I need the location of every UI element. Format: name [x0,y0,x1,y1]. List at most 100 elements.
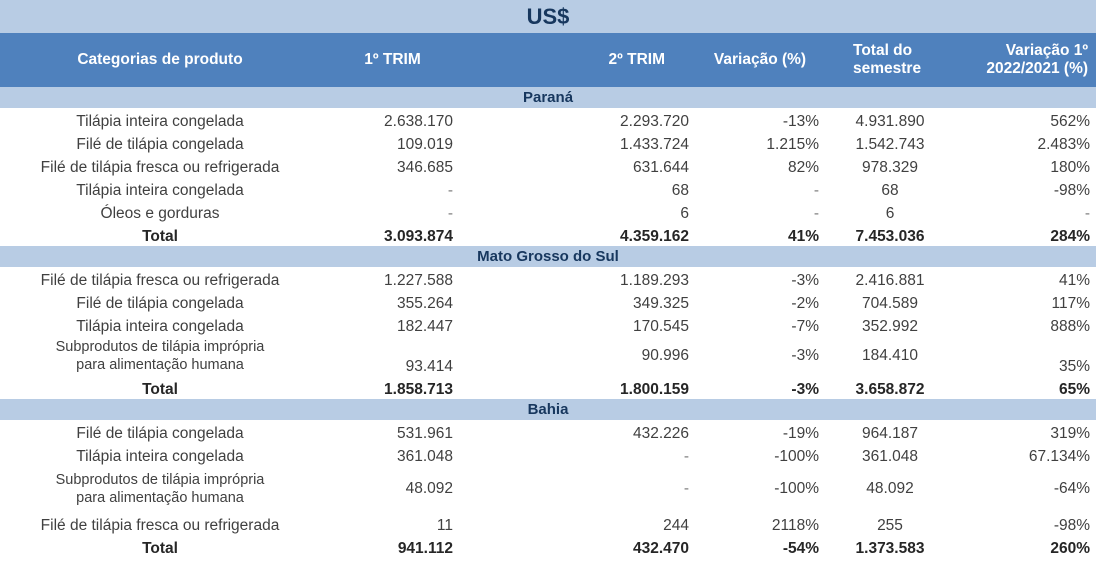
cell-variacao: 2118% [771,517,819,535]
cell-variacao-ano: 35% [1059,358,1091,376]
cell-total-trim2: 4.359.162 [620,228,689,246]
cell-trim2: - [683,448,689,466]
cell-trim1: - [447,182,453,200]
cell-category: Tilápia inteira congelada [76,448,244,466]
cell-trim1: 11 [436,517,453,535]
cell-trim2: 2.293.720 [620,113,689,131]
table-title: US$ [0,0,1096,33]
header-variacao: Variação (%) [695,33,825,87]
header-total-semestre-line1: Total do [853,42,913,60]
header-categoria: Categorias de produto [0,33,320,87]
cell-trim2: 432.226 [632,425,689,443]
table-row: Subprodutos de tilápia imprópria para ali… [0,336,1096,376]
cell-trim2: - [683,480,689,498]
total-row: Total 3.093.874 4.359.162 41% 7.453.036 … [0,223,1096,246]
cell-trim1: - [447,205,453,223]
cell-variacao: 1.215% [766,136,819,154]
cell-variacao-ano: 117% [1051,295,1091,313]
cell-total-label: Total [142,381,178,399]
header-variacao-ano-line1: Variação 1º [1005,42,1089,60]
table-row: Filé de tilápia fresca ou refrigerada 34… [0,154,1096,177]
table-row: Tilápia inteira congelada 2.638.170 2.29… [0,108,1096,131]
cell-trim1: 531.961 [396,425,453,443]
section-title: Mato Grosso do Sul [0,246,1096,267]
cell-semestre: 704.589 [861,295,919,313]
cell-variacao: -3% [791,347,819,365]
cell-variacao-ano: 319% [1050,425,1091,443]
cell-category: Filé de tilápia fresca ou refrigerada [40,272,280,290]
cell-total-variacao-ano: 65% [1059,381,1091,399]
cell-category-line2: para alimentação humana [76,357,244,373]
section-title: Bahia [0,399,1096,420]
cell-total-variacao: -3% [791,381,819,399]
cell-total-semestre: 1.373.583 [855,540,925,558]
cell-trim2: 244 [663,517,689,535]
cell-semestre: 361.048 [861,448,919,466]
cell-variacao: -100% [774,448,819,466]
cell-trim1: 2.638.170 [384,113,453,131]
cell-total-trim2: 432.470 [632,540,689,558]
total-row: Total 941.112 432.470 -54% 1.373.583 260… [0,535,1096,558]
cell-category-line2: para alimentação humana [76,490,244,506]
header-variacao-ano: Variação 1º 2022/2021 (%) [955,33,1096,87]
cell-variacao: - [813,205,819,223]
cell-category-line1: Subprodutos de tilápia imprópria [55,471,265,488]
cell-trim1: 48.092 [405,480,453,498]
cell-category: Filé de tilápia congelada [76,295,244,313]
cell-semestre: 964.187 [861,425,919,443]
cell-trim1: 346.685 [396,159,453,177]
cell-total-variacao: -54% [782,540,819,558]
table-row: Filé de tilápia congelada 531.961 432.22… [0,420,1096,443]
section-title: Paraná [0,87,1096,108]
table-row: Óleos e gorduras - 6 - 6 - [0,200,1096,223]
cell-category: Subprodutos de tilápia imprópria para ali… [0,466,320,512]
cell-variacao: -100% [774,480,819,498]
cell-semestre: 978.329 [861,159,919,177]
header-variacao-ano-line2: 2022/2021 (%) [986,60,1089,77]
cell-variacao-ano: -98% [1053,182,1091,200]
cell-semestre: 184.410 [861,347,919,365]
cell-category: Tilápia inteira congelada [76,182,244,200]
cell-total-trim1: 941.112 [397,540,453,558]
cell-trim1: 361.048 [396,448,453,466]
cell-semestre: 2.416.881 [855,272,925,290]
cell-variacao: -13% [782,113,819,131]
table-row: Subprodutos de tilápia imprópria para ali… [0,466,1096,512]
cell-category: Filé de tilápia congelada [76,425,244,443]
cell-semestre: 48.092 [866,480,914,498]
cell-variacao: - [813,182,819,200]
cell-variacao-ano: -64% [1053,480,1091,498]
cell-variacao: 82% [787,159,819,177]
cell-trim2: 68 [671,182,689,200]
section-row: Mato Grosso do Sul [0,246,1096,267]
section-row: Paraná [0,87,1096,108]
cell-total-variacao-ano: 284% [1050,228,1091,246]
cell-category: Óleos e gorduras [100,205,220,223]
table-row: Tilápia inteira congelada 182.447 170.54… [0,313,1096,336]
table-row: Tilápia inteira congelada - 68 - 68 -98% [0,177,1096,200]
cell-total-variacao-ano: 260% [1050,540,1091,558]
cell-trim2: 170.545 [632,318,689,336]
cell-semestre: 68 [881,182,899,200]
cell-variacao: -2% [791,295,819,313]
cell-semestre: 6 [885,205,895,223]
cell-semestre: 255 [877,517,903,535]
cell-category: Tilápia inteira congelada [76,113,244,131]
cell-trim1: 1.227.588 [384,272,453,290]
cell-category: Filé de tilápia congelada [76,136,244,154]
table-row: Filé de tilápia congelada 355.264 349.32… [0,290,1096,313]
table-row: Filé de tilápia congelada 109.019 1.433.… [0,131,1096,154]
cell-trim1: 355.264 [396,295,453,313]
cell-variacao-ano: 67.134% [1028,448,1091,466]
cell-variacao: -19% [782,425,819,443]
cell-variacao-ano: 562% [1050,113,1091,131]
header-row: Categorias de produto 1º TRIM 2º TRIM Va… [0,33,1096,87]
table-row: Tilápia inteira congelada 361.048 - -100… [0,443,1096,466]
cell-total-label: Total [142,228,178,246]
cell-total-semestre: 7.453.036 [855,228,925,246]
cell-category: Filé de tilápia fresca ou refrigerada [40,159,280,177]
cell-trim1: 109.019 [396,136,453,154]
cell-variacao-ano: -98% [1053,517,1091,535]
cell-total-trim2: 1.800.159 [620,381,689,399]
cell-semestre: 4.931.890 [855,113,925,131]
